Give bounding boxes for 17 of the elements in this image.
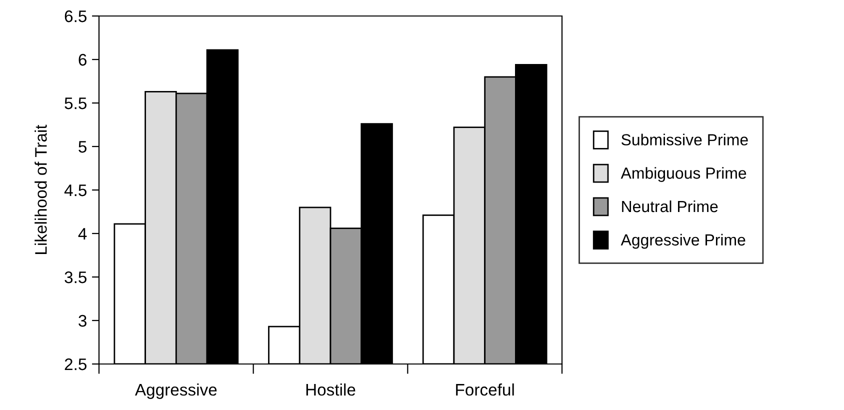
y-tick-label: 6.5 <box>64 10 86 22</box>
y-axis-title: Likelihood of Trait <box>34 124 47 254</box>
legend-label: Neutral Prime <box>622 200 718 212</box>
legend-label: Ambiguous Prime <box>620 167 746 182</box>
x-tick-label: Forceful <box>456 383 514 396</box>
x-tick-label: Hostile <box>306 383 356 396</box>
y-tick-label: 6 <box>78 54 86 66</box>
y-tick-label: 5 <box>78 141 86 153</box>
y-tick-label: 3.5 <box>64 271 86 284</box>
y-tick-label: 3 <box>78 314 86 327</box>
legend-label: Submissive Prime <box>622 134 748 146</box>
y-tick-label: 4 <box>78 228 87 240</box>
legend-label: Aggressive Prime <box>620 234 746 249</box>
x-tick-label: Aggressive <box>134 383 217 399</box>
y-tick-label: 2.5 <box>64 358 86 370</box>
y-tick-label: 4.5 <box>64 184 86 196</box>
y-tick-label: 5.5 <box>64 98 86 110</box>
